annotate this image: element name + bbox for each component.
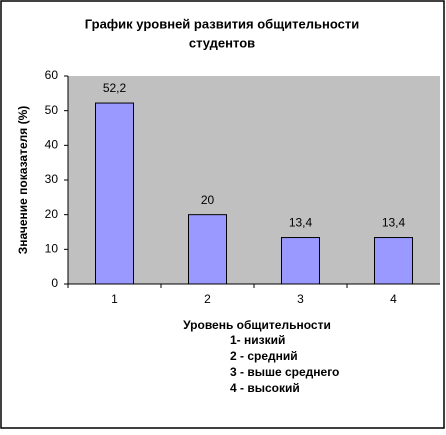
note: 1- низкий [230, 333, 285, 347]
chart-title: График уровней развития общительности [85, 16, 359, 31]
x-axis-label: Уровень общительности [183, 318, 331, 332]
value-label: 13,4 [382, 216, 406, 230]
x-tick-label: 2 [204, 292, 211, 306]
bar [188, 214, 227, 285]
y-tick-label: 30 [45, 172, 59, 186]
note: 2 - средний [230, 349, 298, 363]
y-tick-label: 40 [45, 138, 59, 152]
chart-title: студентов [189, 35, 255, 50]
value-label: 20 [201, 193, 215, 207]
x-tick-label: 4 [390, 292, 397, 306]
x-tick-label: 1 [111, 292, 118, 306]
value-label: 52,2 [103, 81, 127, 95]
y-tick-label: 10 [45, 242, 59, 256]
y-tick-label: 0 [51, 276, 58, 290]
y-axis-label: Значение показателя (%) [16, 106, 30, 254]
note: 3 - выше среднего [230, 365, 339, 379]
bar [374, 237, 413, 285]
note: 4 - высокий [230, 381, 300, 395]
value-label: 13,4 [289, 216, 313, 230]
y-tick-label: 20 [45, 207, 59, 221]
y-tick-label: 50 [45, 103, 59, 117]
x-tick-label: 3 [297, 292, 304, 306]
bar [281, 237, 320, 285]
bar [95, 102, 134, 285]
y-tick-label: 60 [45, 68, 59, 82]
